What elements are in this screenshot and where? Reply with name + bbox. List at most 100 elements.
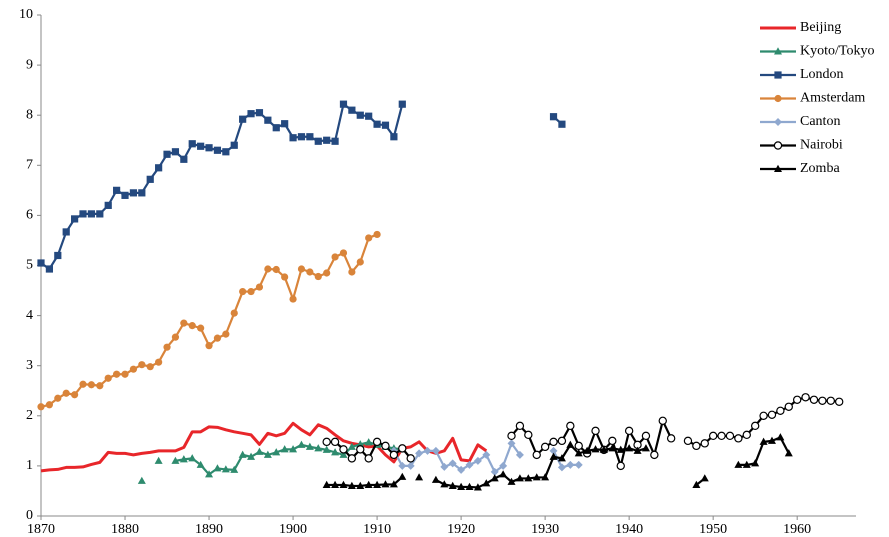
marker — [373, 230, 381, 239]
marker — [750, 421, 760, 431]
legend-label: Nairobi — [800, 138, 843, 153]
marker — [515, 474, 524, 482]
marker — [532, 473, 541, 481]
marker — [255, 109, 264, 117]
marker — [121, 370, 129, 378]
marker — [71, 391, 79, 399]
marker — [146, 363, 154, 371]
marker — [725, 431, 735, 441]
marker — [557, 454, 566, 462]
marker — [297, 133, 306, 141]
marker — [574, 449, 583, 457]
marker — [540, 442, 550, 452]
x-tick-label: 1960 — [783, 522, 811, 537]
marker — [532, 450, 541, 460]
marker — [96, 382, 104, 390]
marker — [113, 186, 121, 194]
marker — [381, 121, 390, 129]
marker — [348, 268, 356, 276]
marker — [767, 436, 776, 444]
marker — [322, 437, 331, 447]
marker — [717, 431, 726, 441]
marker — [759, 437, 768, 445]
x-tick-label: 1930 — [531, 522, 559, 537]
marker — [398, 472, 407, 480]
series-line — [40, 233, 378, 408]
marker — [776, 406, 785, 415]
marker — [809, 395, 819, 404]
marker — [54, 251, 62, 260]
marker — [524, 474, 533, 482]
marker — [196, 460, 205, 468]
marker — [54, 394, 62, 402]
x-tick-label: 1870 — [27, 522, 55, 537]
marker — [364, 438, 373, 446]
marker — [239, 115, 247, 123]
marker — [398, 461, 407, 470]
marker — [314, 137, 322, 145]
marker — [45, 401, 54, 409]
legend-label: Zomba — [800, 161, 840, 176]
marker — [171, 148, 180, 156]
series-line — [40, 103, 563, 271]
marker — [331, 480, 340, 488]
marker — [205, 470, 214, 478]
marker — [574, 441, 583, 451]
marker — [465, 460, 474, 469]
marker — [650, 450, 659, 460]
marker — [121, 191, 129, 199]
marker — [222, 330, 230, 338]
x-tick-label: 1900 — [279, 522, 307, 537]
marker — [633, 446, 642, 454]
marker — [784, 402, 793, 411]
marker — [289, 134, 297, 142]
marker — [146, 175, 154, 183]
y-tick-label: 1 — [26, 458, 33, 473]
marker — [79, 380, 87, 388]
marker — [306, 133, 314, 141]
marker — [826, 396, 835, 405]
legend-marker — [774, 118, 782, 126]
marker — [557, 463, 566, 472]
marker — [507, 439, 516, 448]
marker — [641, 431, 651, 441]
y-tick-label: 0 — [26, 508, 33, 523]
marker — [37, 403, 45, 411]
marker — [364, 454, 373, 463]
marker — [423, 446, 432, 455]
marker — [205, 342, 213, 350]
marker — [104, 374, 112, 382]
x-tick-label: 1940 — [615, 522, 643, 537]
series-line — [175, 441, 403, 476]
marker — [137, 476, 146, 484]
y-tick-label: 7 — [26, 158, 33, 173]
marker — [87, 381, 96, 389]
marker — [549, 446, 558, 455]
marker — [364, 480, 373, 488]
marker — [347, 454, 357, 463]
marker — [389, 480, 398, 488]
marker — [314, 444, 323, 452]
marker — [255, 447, 264, 455]
series-line — [326, 396, 840, 467]
marker — [356, 445, 365, 454]
marker — [549, 113, 558, 121]
marker — [490, 474, 499, 482]
marker — [440, 480, 449, 488]
marker — [87, 210, 96, 218]
marker — [616, 445, 625, 453]
marker — [457, 465, 466, 474]
marker — [482, 450, 491, 459]
marker — [734, 434, 743, 443]
marker — [221, 465, 230, 473]
marker — [608, 436, 617, 446]
marker — [641, 444, 650, 452]
marker — [372, 437, 382, 447]
marker — [457, 482, 466, 490]
marker — [71, 215, 79, 223]
y-tick-label: 6 — [26, 208, 33, 223]
marker — [499, 470, 508, 478]
marker — [281, 273, 289, 281]
marker — [389, 450, 399, 460]
